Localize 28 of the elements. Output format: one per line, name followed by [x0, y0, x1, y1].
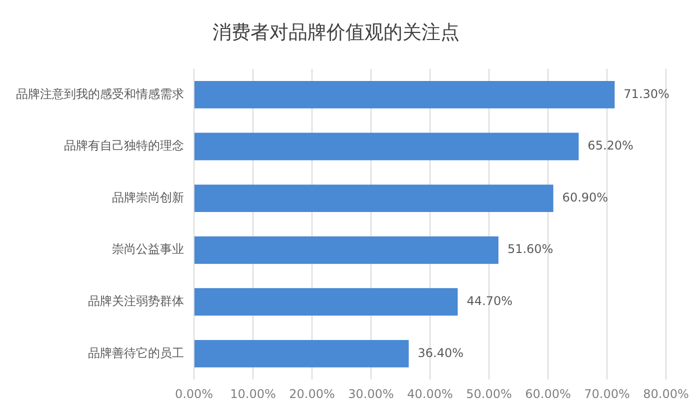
- x-tick-label: 60.00%: [525, 386, 571, 401]
- x-tick-label: 20.00%: [289, 386, 335, 401]
- data-label: 71.30%: [624, 86, 670, 101]
- y-tick-label: 品牌关注弱势群体: [88, 294, 184, 308]
- data-label: 51.60%: [507, 242, 554, 256]
- y-tick-label: 品牌注意到我的感受和情感需求: [16, 86, 184, 101]
- x-tick-label: 80.00%: [643, 386, 689, 401]
- y-tick-label: 品牌崇尚创新: [112, 190, 184, 204]
- y-tick-label: 品牌善待它的员工: [88, 346, 184, 360]
- x-tick-label: 40.00%: [407, 386, 453, 401]
- bar: [194, 80, 615, 108]
- bar: [194, 288, 458, 316]
- bar: [194, 236, 498, 264]
- x-tick-label: 70.00%: [584, 386, 630, 401]
- x-tick-label: 30.00%: [348, 386, 394, 401]
- y-tick-label: 崇尚公益事业: [112, 242, 184, 256]
- data-label: 65.20%: [588, 138, 634, 153]
- data-label: 44.70%: [466, 294, 512, 308]
- x-tick-label: 0.00%: [174, 386, 214, 401]
- bar: [194, 340, 409, 368]
- x-tick-label: 50.00%: [466, 386, 512, 401]
- bar: [194, 132, 579, 160]
- chart-title: 消费者对品牌价值观的关注点: [212, 21, 460, 44]
- y-tick-label: 品牌有自己独特的理念: [64, 138, 184, 153]
- data-label: 36.40%: [418, 346, 464, 360]
- bar: [194, 184, 554, 212]
- x-tick-label: 10.00%: [230, 386, 276, 401]
- data-label: 60.90%: [562, 190, 608, 204]
